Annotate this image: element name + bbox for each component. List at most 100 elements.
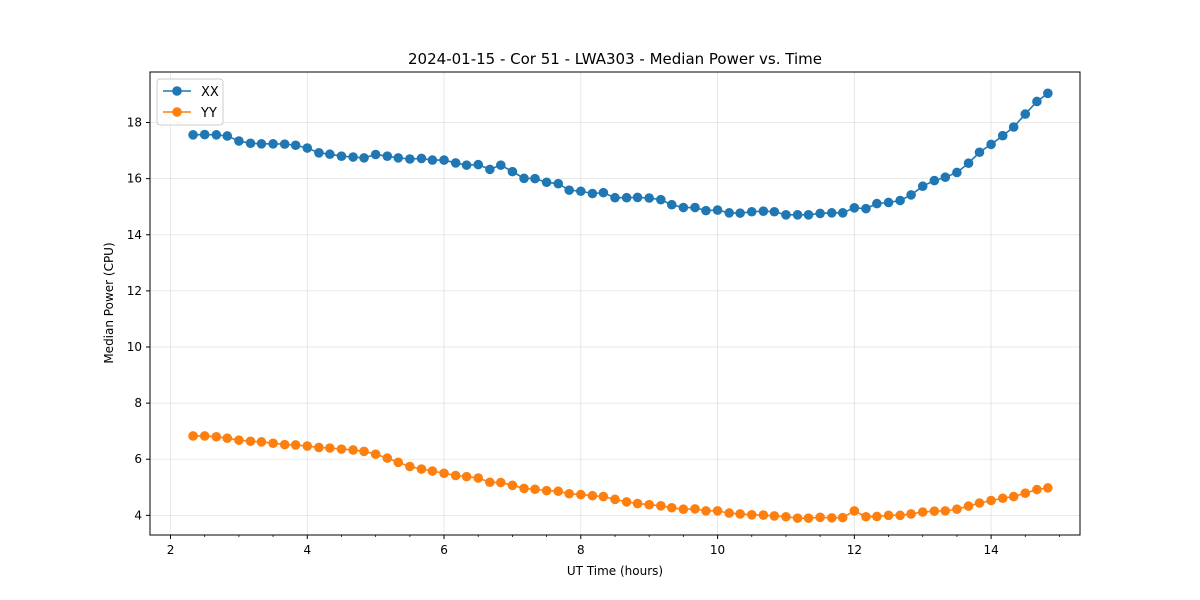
x-tick-label: 8 — [577, 543, 585, 557]
data-point-yy — [758, 510, 769, 520]
data-point-yy — [519, 483, 529, 494]
data-point-yy — [656, 501, 666, 511]
data-point-yy — [530, 484, 540, 495]
data-point-xx — [393, 153, 404, 163]
data-point-yy — [393, 457, 404, 468]
data-point-yy — [690, 504, 700, 514]
data-point-yy — [598, 491, 609, 502]
data-point-xx — [666, 199, 677, 210]
data-point-xx — [188, 130, 198, 140]
series-line-xx — [193, 92, 1049, 216]
data-point-yy — [815, 512, 825, 523]
y-tick-label: 10 — [127, 340, 142, 354]
data-point-yy — [188, 431, 198, 441]
data-point-yy — [405, 461, 415, 472]
data-point-yy — [427, 466, 438, 476]
data-point-xx — [769, 206, 780, 217]
data-point-xx — [199, 129, 210, 140]
data-point-yy — [792, 513, 803, 523]
legend-marker-yy — [172, 107, 182, 117]
data-point-yy — [963, 501, 974, 511]
data-point-yy — [769, 511, 780, 521]
data-point-xx — [678, 202, 689, 213]
data-point-xx — [564, 185, 574, 195]
data-point-yy — [861, 511, 871, 522]
x-tick-label: 10 — [710, 543, 725, 557]
data-point-yy — [1032, 484, 1042, 495]
data-point-xx — [929, 175, 940, 186]
data-point-xx — [1032, 96, 1042, 107]
data-point-xx — [1043, 88, 1053, 99]
data-point-yy — [1043, 483, 1053, 493]
legend: XX YY — [156, 78, 224, 126]
y-tick-label: 4 — [134, 508, 142, 522]
data-point-xx — [450, 158, 461, 168]
data-point-yy — [485, 477, 495, 488]
data-point-yy — [621, 497, 632, 507]
data-point-xx — [268, 139, 278, 149]
data-point-yy — [541, 485, 552, 496]
data-point-xx — [553, 178, 564, 189]
data-point-xx — [826, 208, 837, 218]
data-point-yy — [279, 439, 290, 450]
data-point-xx — [1020, 109, 1031, 119]
data-point-xx — [883, 197, 894, 208]
data-point-xx — [781, 210, 791, 220]
data-point-xx — [541, 177, 552, 188]
data-point-yy — [553, 486, 564, 497]
data-point-xx — [861, 203, 871, 214]
data-point-yy — [701, 506, 711, 516]
series-line-yy — [193, 435, 1048, 519]
data-point-xx — [405, 154, 415, 164]
data-point-xx — [256, 139, 267, 149]
data-point-xx — [803, 210, 814, 220]
data-point-xx — [974, 147, 985, 158]
data-point-yy — [644, 499, 654, 510]
data-point-yy — [837, 512, 848, 523]
data-point-yy — [256, 437, 267, 447]
data-point-xx — [461, 160, 472, 170]
x-tick-label: 14 — [983, 543, 998, 557]
data-point-xx — [290, 140, 301, 151]
data-point-yy — [234, 435, 244, 445]
data-point-xx — [849, 203, 860, 213]
data-point-xx — [234, 136, 244, 146]
data-point-xx — [610, 192, 620, 203]
data-point-xx — [359, 153, 369, 163]
data-point-xx — [906, 190, 916, 200]
data-point-xx — [644, 193, 654, 203]
data-point-yy — [302, 441, 313, 451]
data-point-xx — [416, 153, 427, 164]
grid — [150, 72, 1080, 535]
data-point-yy — [199, 431, 210, 441]
data-point-xx — [325, 149, 335, 160]
data-point-xx — [507, 166, 518, 177]
data-point-yy — [803, 513, 814, 523]
data-point-xx — [279, 139, 290, 149]
y-axis-label: Median Power (CPU) — [102, 242, 116, 363]
data-point-yy — [826, 513, 837, 523]
y-tick-label: 8 — [134, 396, 142, 410]
data-point-yy — [974, 498, 985, 508]
data-point-xx — [895, 195, 905, 206]
data-point-xx — [336, 151, 347, 161]
y-tick-label: 18 — [127, 116, 142, 130]
data-point-xx — [530, 173, 540, 184]
data-point-yy — [211, 431, 222, 442]
data-point-yy — [849, 506, 860, 516]
chart-title: 2024-01-15 - Cor 51 - LWA303 - Median Po… — [408, 50, 822, 68]
data-point-xx — [496, 160, 506, 170]
data-point-yy — [610, 494, 620, 505]
data-point-xx — [986, 139, 996, 150]
data-point-xx — [746, 206, 757, 217]
data-point-xx — [302, 143, 313, 153]
data-point-yy — [290, 440, 301, 450]
data-point-yy — [314, 442, 324, 453]
data-point-xx — [427, 155, 438, 165]
data-point-yy — [222, 433, 233, 443]
data-point-yy — [906, 509, 916, 519]
data-point-xx — [940, 172, 951, 183]
data-point-yy — [917, 507, 928, 517]
data-point-yy — [348, 445, 358, 455]
